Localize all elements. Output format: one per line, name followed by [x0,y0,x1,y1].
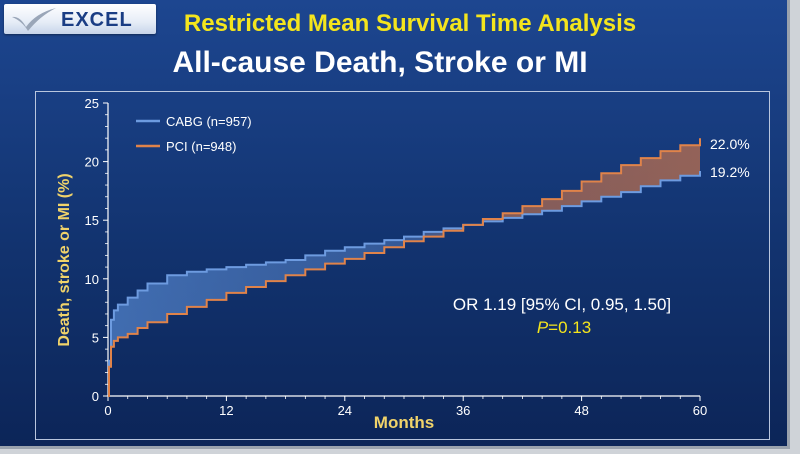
end-label-pci: 22.0% [710,136,750,152]
slide-title: Restricted Mean Survival Time Analysis [183,10,637,37]
x-tick-label-12: 12 [219,403,233,418]
x-tick-label-60: 60 [693,403,707,418]
y-tick-label-20: 20 [85,155,99,170]
p-label: P [537,318,549,337]
chart-panel [35,91,770,440]
y-tick-label-10: 10 [85,272,99,287]
p-value: =0.13 [548,318,591,337]
y-tick-label-0: 0 [92,389,99,404]
series-layer [108,138,701,397]
x-axis-label: Months [374,413,434,432]
y-tick-label-5: 5 [92,330,99,345]
y-tick-label-15: 15 [85,213,99,228]
or-annotation: OR 1.19 [95% CI, 0.95, 1.50] [453,295,671,314]
x-tick-label-48: 48 [574,403,588,418]
checkmark-icon [12,8,56,31]
p-value-annotation: P=0.13 [537,318,591,337]
legend: CABG (n=957) PCI (n=948) [136,114,252,154]
y-axis-label: Death, stroke or MI (%) [56,173,73,346]
legend-pci-label: PCI (n=948) [166,139,236,154]
cabg-line [108,171,701,397]
slide-background: EXCEL Restricted Mean Survival Time Anal… [0,0,790,449]
slide-subtitle: All-cause Death, Stroke or MI [172,46,588,79]
y-tick-label-25: 25 [85,96,99,111]
excel-logo: EXCEL [4,4,156,34]
logo-text: EXCEL [61,9,133,31]
x-tick-label-36: 36 [456,403,470,418]
end-label-cabg: 19.2% [710,164,750,180]
x-tick-label-0: 0 [104,403,111,418]
legend-cabg-label: CABG (n=957) [166,114,252,129]
ticks-layer: 0 12 24 36 48 60 0 5 10 15 20 25 [85,96,708,418]
difference-fill-layer [108,138,700,396]
x-tick-label-24: 24 [338,403,352,418]
pci-line [108,138,701,397]
survival-chart: 0 12 24 36 48 60 0 5 10 15 20 25 CABG (n=957) PCI (… [56,96,750,432]
difference-area [108,138,700,396]
